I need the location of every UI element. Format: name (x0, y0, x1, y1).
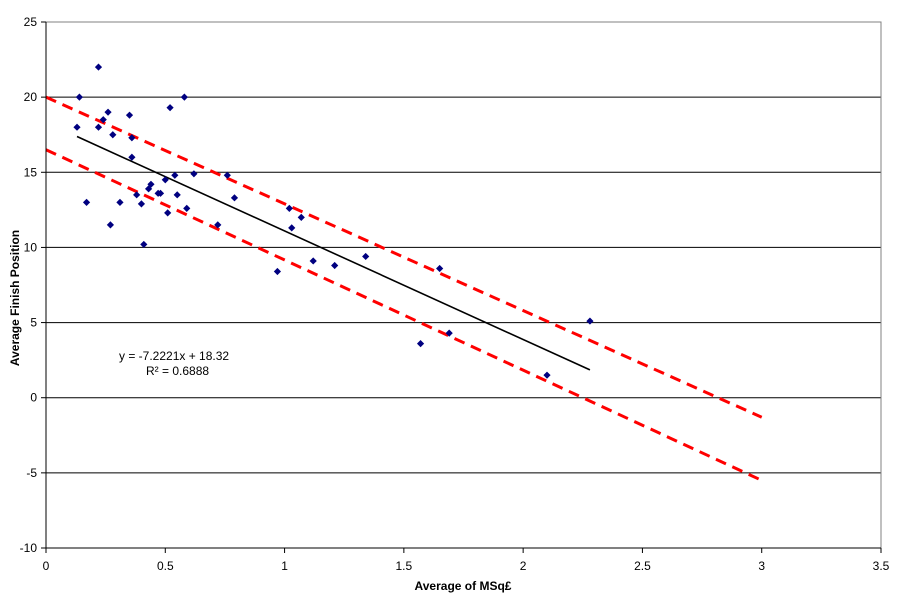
y-tick-label: 5 (30, 316, 37, 330)
data-point (116, 198, 124, 206)
x-tick-label: 2.5 (634, 559, 651, 573)
y-tick-label: 0 (30, 391, 37, 405)
data-point (288, 224, 296, 232)
r-squared-label: R² = 0.6888 (146, 364, 209, 378)
data-point (183, 204, 191, 212)
data-point (140, 240, 148, 249)
x-tick-label: 3 (758, 559, 765, 573)
data-point (94, 63, 103, 71)
data-point (190, 170, 198, 178)
data-point (445, 329, 453, 337)
y-tick-label: 15 (24, 165, 38, 179)
tick-labels: -10 -5 0 5 10 15 20 25 0 0.5 1 1.5 2 2.5 3 3.5 (20, 15, 890, 573)
data-point (543, 371, 551, 379)
y-tick-label: -10 (20, 541, 38, 555)
data-point (161, 176, 169, 184)
data-point (164, 209, 172, 217)
data-point (109, 131, 117, 139)
data-point (137, 200, 146, 208)
data-point (125, 111, 134, 119)
grid-lines (46, 21, 881, 474)
data-point (214, 221, 222, 229)
data-point (147, 180, 155, 188)
x-axis-title: Average of MSq£ (415, 579, 512, 593)
y-tick-label: 10 (24, 240, 38, 254)
x-tick-label: 1 (281, 559, 288, 573)
data-point (362, 252, 370, 261)
x-tick-label: 3.5 (873, 559, 890, 573)
data-point (230, 194, 239, 202)
data-points (73, 63, 594, 379)
data-point (173, 191, 181, 199)
x-tick-label: 2 (520, 559, 527, 573)
x-tick-label: 0.5 (157, 559, 174, 573)
axes (41, 21, 882, 553)
data-point (128, 134, 136, 142)
data-point (106, 221, 115, 229)
data-point (82, 198, 91, 206)
data-point (223, 171, 231, 179)
data-point (156, 189, 165, 197)
data-point (104, 108, 112, 116)
data-point (128, 153, 136, 161)
data-point (416, 340, 425, 348)
trend-line (76, 135, 591, 371)
x-tick-label: 0 (43, 559, 50, 573)
data-point (171, 171, 179, 179)
data-point (133, 191, 141, 199)
data-point (586, 317, 594, 325)
data-point (94, 123, 103, 131)
data-point (436, 264, 444, 273)
trend-lines (45, 95, 763, 482)
y-axis-title: Average Finish Position (8, 230, 22, 366)
data-point (285, 204, 293, 212)
y-tick-label: 20 (24, 90, 38, 104)
bound-line (45, 148, 763, 482)
data-point (309, 257, 317, 265)
data-point (73, 123, 81, 131)
y-tick-label: 25 (24, 15, 38, 29)
data-point (75, 93, 83, 101)
data-point (180, 93, 188, 101)
data-point (166, 104, 174, 112)
data-point (273, 267, 282, 276)
trendline-equation: y = -7.2221x + 18.32 (119, 349, 229, 363)
data-point (99, 116, 107, 124)
bound-line (45, 95, 763, 419)
x-tick-label: 1.5 (396, 559, 413, 573)
data-point (331, 261, 339, 270)
y-tick-label: -5 (26, 466, 37, 480)
data-point (297, 213, 305, 221)
